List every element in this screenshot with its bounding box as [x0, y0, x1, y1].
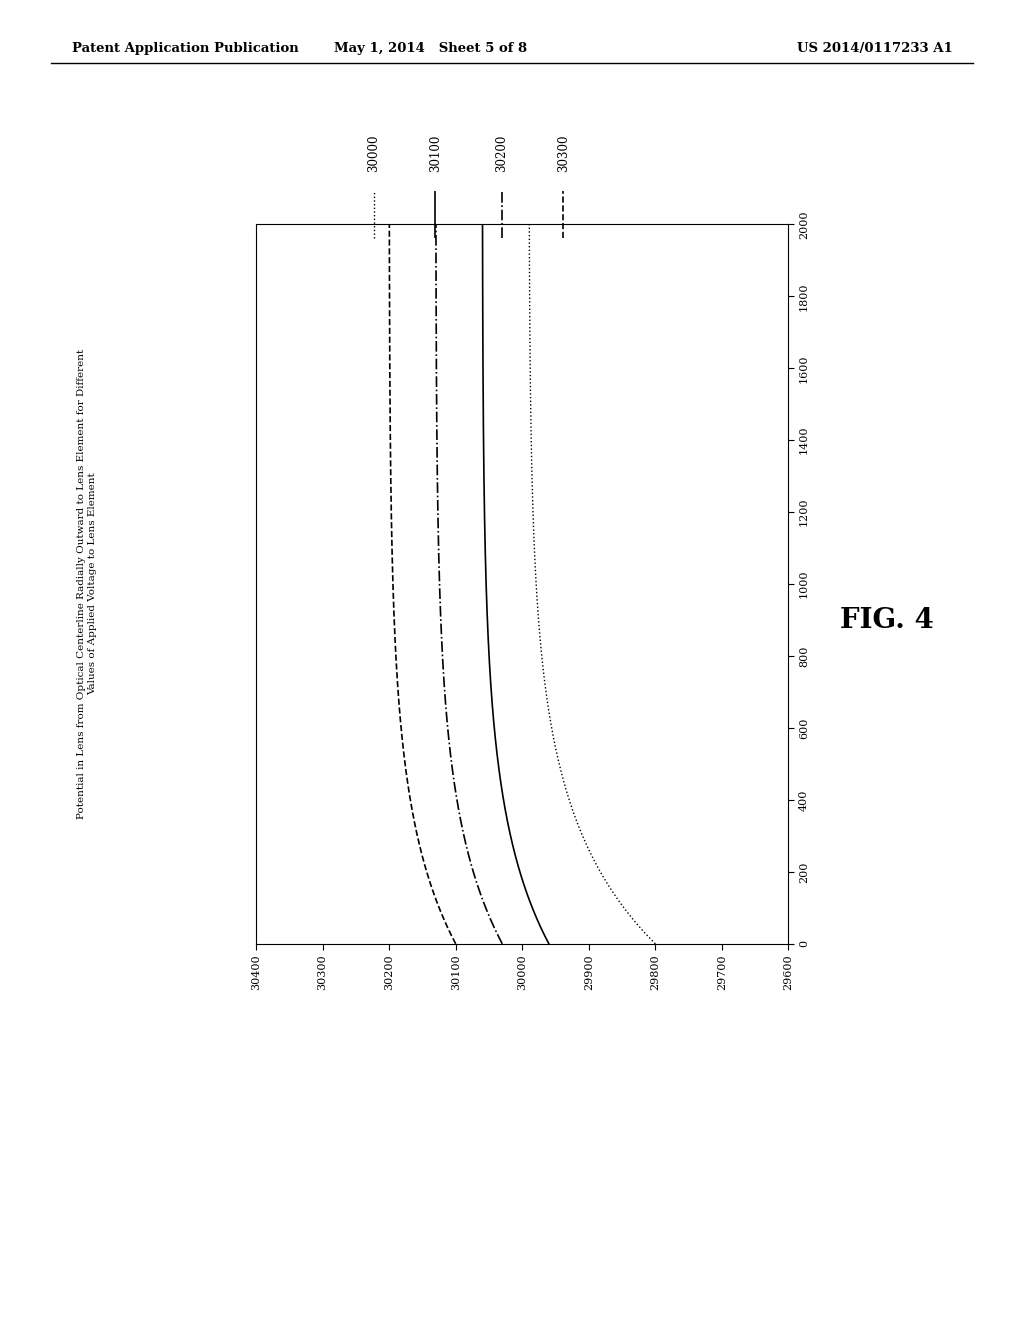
Text: US 2014/0117233 A1: US 2014/0117233 A1	[797, 42, 952, 55]
Text: Patent Application Publication: Patent Application Publication	[72, 42, 298, 55]
Text: 30000: 30000	[368, 135, 380, 172]
Text: May 1, 2014   Sheet 5 of 8: May 1, 2014 Sheet 5 of 8	[334, 42, 526, 55]
Text: 30300: 30300	[557, 135, 569, 172]
Text: 30200: 30200	[496, 135, 508, 172]
Text: 30100: 30100	[429, 135, 441, 172]
Text: FIG. 4: FIG. 4	[840, 607, 934, 634]
Text: Potential in Lens from Optical Centerline Radially Outward to Lens Element for D: Potential in Lens from Optical Centerlin…	[78, 348, 96, 820]
